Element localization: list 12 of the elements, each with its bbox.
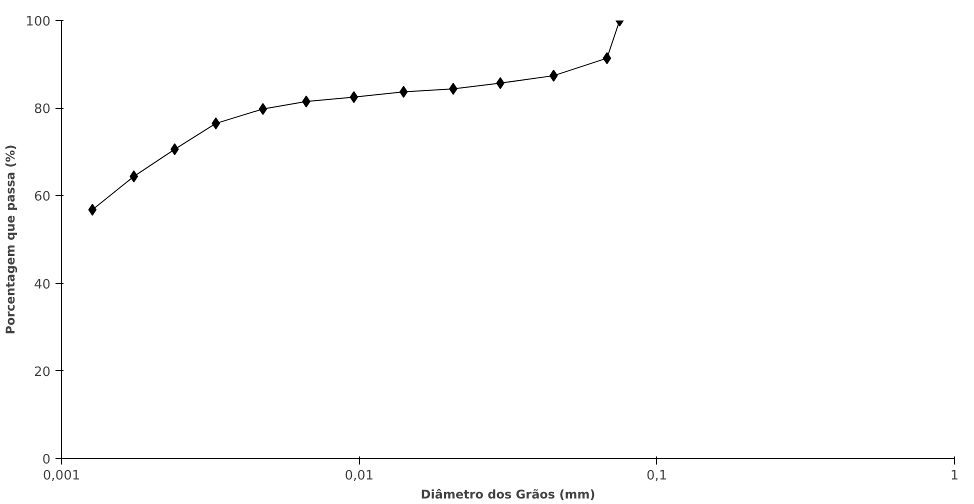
y-tick-label: 100 [26, 14, 51, 30]
y-tick-label: 60 [34, 190, 51, 205]
y-tick-label: 40 [34, 277, 51, 292]
y-axis-title: Porcentagem que passa (%) [4, 144, 18, 334]
y-tick-label: 0 [42, 452, 51, 468]
x-tick-label: 1 [950, 468, 959, 484]
x-tick-label: 0,001 [42, 468, 80, 484]
x-axis-title: Diâmetro dos Grãos (mm) [420, 488, 596, 502]
x-tick-label: 0,1 [646, 468, 668, 484]
y-tick-label: 20 [34, 364, 51, 380]
y-tick-label: 80 [34, 102, 51, 118]
x-tick-label: 0,01 [344, 468, 374, 484]
